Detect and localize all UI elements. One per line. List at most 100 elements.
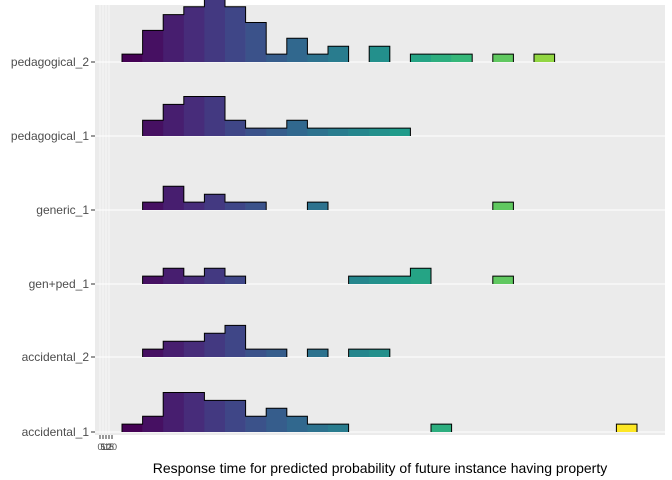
bar-accidental_1-bin-15 xyxy=(431,424,452,432)
bar-pedagogical_1-bin-9 xyxy=(307,128,329,136)
bar-accidental_2-bin-11 xyxy=(348,349,370,357)
y-tick-label-generic_1: generic_1 xyxy=(36,203,89,217)
bar-generic_1-bin-2 xyxy=(163,186,185,210)
bar-generic_1-bin-1 xyxy=(142,202,164,210)
bar-gen+ped_1-bin-18 xyxy=(492,276,514,284)
y-axis-labels: pedagogical_2 pedagogical_1 generic_1 gen+p… xyxy=(11,55,95,439)
bar-accidental_1-bin-7 xyxy=(266,408,288,432)
bar-generic_1-bin-9 xyxy=(307,202,329,210)
bar-pedagogical_1-bin-6 xyxy=(245,128,267,136)
bar-gen+ped_1-bin-11 xyxy=(348,276,370,284)
bar-pedagogical_2-bin-4 xyxy=(204,0,226,63)
y-tick-label-gen+ped_1: gen+ped_1 xyxy=(29,277,90,291)
bar-pedagogical_1-bin-1 xyxy=(142,120,164,136)
x-tick-label-20: 20 xyxy=(107,442,117,452)
bar-gen+ped_1-bin-3 xyxy=(183,276,205,284)
outline-pedagogical_1 xyxy=(142,96,411,136)
panel-background xyxy=(95,5,665,435)
bar-accidental_1-bin-5 xyxy=(225,400,246,432)
ridge-pedagogical_2 xyxy=(121,0,556,63)
bar-accidental_2-bin-4 xyxy=(204,333,226,357)
ridge-gen+ped_1 xyxy=(142,267,514,284)
x-tick-label-10: 10 xyxy=(101,442,111,452)
bar-gen+ped_1-bin-4 xyxy=(204,268,226,284)
outline-gen+ped_1 xyxy=(142,267,514,284)
ridges xyxy=(121,0,638,432)
bar-accidental_2-bin-2 xyxy=(163,341,185,357)
x-tick-label-0: 0 xyxy=(97,442,102,452)
bar-accidental_1-bin-8 xyxy=(286,416,308,432)
bar-pedagogical_2-bin-0 xyxy=(122,54,143,62)
bar-accidental_1-bin-0 xyxy=(122,424,143,432)
bar-pedagogical_1-bin-7 xyxy=(266,128,288,136)
bar-pedagogical_2-bin-10 xyxy=(328,46,349,62)
outline-accidental_2 xyxy=(142,324,391,357)
y-tick-label-pedagogical_2: pedagogical_2 xyxy=(11,55,89,69)
bar-generic_1-bin-18 xyxy=(492,202,514,210)
bar-accidental_1-bin-4 xyxy=(204,400,226,432)
bar-pedagogical_1-bin-2 xyxy=(163,104,185,136)
bar-generic_1-bin-6 xyxy=(245,202,267,210)
bar-accidental_2-bin-7 xyxy=(266,349,288,357)
bar-pedagogical_2-bin-6 xyxy=(245,22,267,62)
outline-pedagogical_2 xyxy=(121,0,556,62)
x-axis-title: Response time for predicted probability … xyxy=(153,460,607,476)
bar-generic_1-bin-5 xyxy=(225,202,246,210)
bar-gen+ped_1-bin-2 xyxy=(163,268,185,284)
bar-generic_1-bin-4 xyxy=(204,194,226,210)
y-tick-label-accidental_2: accidental_2 xyxy=(22,350,90,364)
bar-gen+ped_1-bin-1 xyxy=(142,276,164,284)
bar-pedagogical_1-bin-8 xyxy=(286,120,308,136)
bar-gen+ped_1-bin-13 xyxy=(389,276,411,284)
bar-accidental_1-bin-10 xyxy=(328,424,349,432)
bar-pedagogical_2-bin-14 xyxy=(410,54,432,62)
bar-pedagogical_2-bin-15 xyxy=(431,54,452,62)
bar-pedagogical_1-bin-10 xyxy=(328,128,349,136)
bar-accidental_1-bin-2 xyxy=(163,392,185,432)
bar-accidental_2-bin-9 xyxy=(307,349,329,357)
bar-pedagogical_2-bin-18 xyxy=(492,54,514,62)
bar-pedagogical_2-bin-2 xyxy=(163,14,185,63)
outline-generic_1 xyxy=(142,185,514,210)
bar-accidental_1-bin-24 xyxy=(616,424,638,432)
outline-accidental_1 xyxy=(121,392,638,432)
bar-pedagogical_1-bin-12 xyxy=(369,128,391,136)
bar-accidental_2-bin-1 xyxy=(142,349,164,357)
bar-pedagogical_2-bin-20 xyxy=(534,54,555,62)
bar-pedagogical_2-bin-9 xyxy=(307,54,329,62)
bar-accidental_2-bin-6 xyxy=(245,349,267,357)
bar-gen+ped_1-bin-12 xyxy=(369,276,391,284)
x-tick-label-5: 5 xyxy=(100,442,105,452)
bar-pedagogical_2-bin-5 xyxy=(225,6,246,62)
ridge-generic_1 xyxy=(142,185,514,210)
bar-pedagogical_2-bin-1 xyxy=(142,30,164,62)
bar-generic_1-bin-3 xyxy=(183,202,205,210)
ridge-accidental_2 xyxy=(142,324,391,357)
bar-pedagogical_2-bin-8 xyxy=(286,38,308,62)
y-tick-label-pedagogical_1: pedagogical_1 xyxy=(11,129,89,143)
bar-pedagogical_2-bin-16 xyxy=(451,54,473,62)
bar-gen+ped_1-bin-5 xyxy=(225,276,246,284)
bar-pedagogical_1-bin-3 xyxy=(183,96,205,136)
bar-pedagogical_1-bin-4 xyxy=(204,96,226,136)
ridge-accidental_1 xyxy=(121,392,638,432)
ridge-pedagogical_1 xyxy=(142,96,411,136)
bar-accidental_2-bin-3 xyxy=(183,341,205,357)
bar-pedagogical_1-bin-13 xyxy=(389,128,411,136)
bar-accidental_1-bin-9 xyxy=(307,424,329,432)
bar-pedagogical_2-bin-3 xyxy=(183,6,205,62)
bar-accidental_2-bin-12 xyxy=(369,349,391,357)
bar-accidental_1-bin-6 xyxy=(245,416,267,432)
bar-accidental_2-bin-5 xyxy=(225,325,246,357)
bar-pedagogical_1-bin-11 xyxy=(348,128,370,136)
bar-accidental_1-bin-3 xyxy=(183,392,205,432)
x-tick-label-15: 15 xyxy=(104,442,114,452)
bar-pedagogical_1-bin-5 xyxy=(225,120,246,136)
bar-pedagogical_2-bin-7 xyxy=(266,54,288,62)
bar-accidental_1-bin-1 xyxy=(142,416,164,432)
bar-gen+ped_1-bin-14 xyxy=(410,268,432,284)
y-tick-label-accidental_1: accidental_1 xyxy=(22,425,90,439)
bar-pedagogical_2-bin-12 xyxy=(369,46,391,62)
